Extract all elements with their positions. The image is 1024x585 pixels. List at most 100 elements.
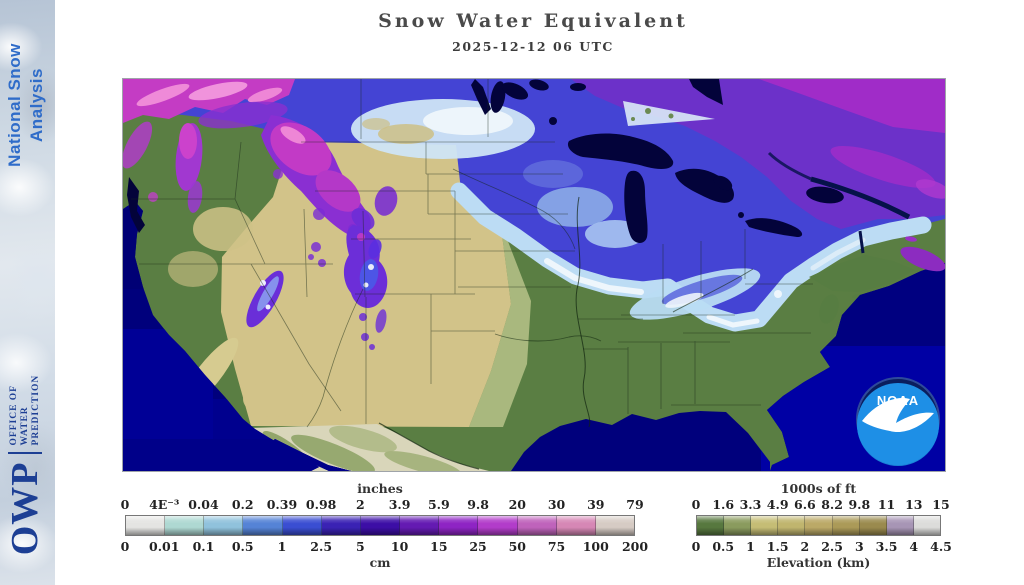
tick-label: 0	[691, 539, 701, 554]
valid-time: 2025-12-12 06 UTC	[452, 39, 614, 54]
tick-label: 0	[120, 539, 130, 554]
colorbar-segment	[478, 516, 518, 535]
colorbar-segment	[243, 516, 283, 535]
red-river	[494, 333, 602, 342]
tick-label: 30	[547, 497, 566, 512]
lake-erie	[745, 218, 803, 237]
colorbar-segment	[724, 516, 752, 535]
colorbar-segment	[751, 516, 779, 535]
sidebar-title-line1: National Snow	[5, 43, 24, 167]
tick-label: 4E⁻³	[149, 497, 180, 512]
owp-wordmark: OWP	[4, 461, 46, 556]
noaa-logo: NOAA	[856, 377, 940, 466]
tick-label: 3	[854, 539, 864, 554]
colorado-river	[306, 288, 364, 428]
sidebar-title: National Snow Analysis	[4, 5, 50, 205]
tick-label: 4.5	[930, 539, 952, 554]
elev-legend-unit-top: 1000s of ft	[780, 481, 857, 496]
nova-scotia	[900, 246, 945, 272]
tick-label: 5.9	[427, 497, 450, 512]
tick-label: 8.2	[821, 497, 843, 512]
elev-ticks-km: 0 0.5 1 1.5 2 2.5 3 3.5 4 4.5	[692, 539, 952, 555]
lake-michigan	[624, 170, 648, 243]
elev-colorbar	[696, 515, 941, 536]
owp-divider	[8, 452, 42, 455]
swe-colorbar	[125, 515, 635, 536]
tick-label: 50	[508, 539, 526, 554]
state-borders	[131, 79, 813, 424]
tick-label: 9.8	[848, 497, 871, 512]
tick-label: 2	[800, 539, 810, 554]
tick-label: 39	[587, 497, 605, 512]
tick-label: 4.9	[766, 497, 789, 512]
tick-label: 200	[621, 539, 649, 554]
colorbar-segment	[595, 516, 635, 535]
tick-label: 15	[932, 497, 950, 512]
tick-label: 0.39	[266, 497, 298, 512]
tick-label: 1	[746, 539, 755, 554]
pei	[905, 236, 917, 242]
tick-label: 0.1	[192, 539, 215, 554]
st-lawrence-river	[810, 176, 911, 220]
elev-legend-label: Elevation (km)	[766, 555, 871, 570]
colorbar-segment	[439, 516, 479, 535]
header: Snow Water Equivalent 2025-12-12 06 UTC	[122, 10, 944, 54]
noaa-logo-text: NOAA	[877, 393, 919, 408]
sidebar-snow-banner: National Snow Analysis OWP OFFICE OF WAT…	[0, 0, 55, 585]
tick-label: 0.5	[231, 539, 254, 554]
swe-ticks-cm: 0 0.01 0.1 0.5 1 2.5 5 10 15 25 50 75 100 200	[121, 539, 648, 555]
colorbar-segment	[697, 516, 725, 535]
swe-ticks-inches: 0 4E⁻³ 0.04 0.2 0.39 0.98 2 3.9 5.9 9.8 20 30 39 79	[121, 497, 644, 513]
tick-label: 0.04	[188, 497, 219, 512]
tick-label: 10	[390, 539, 409, 554]
colorbar-segment	[556, 516, 596, 535]
tick-label: 15	[430, 539, 448, 554]
tick-label: 9.8	[467, 497, 489, 512]
tick-label: 0.5	[712, 539, 735, 554]
owp-subtitle-line: WATER	[19, 406, 30, 446]
lake-superior	[567, 133, 674, 169]
mississippi-river	[575, 196, 591, 428]
james-bay	[689, 79, 723, 105]
ottawa-river	[767, 151, 812, 181]
lake-champlain	[858, 230, 865, 254]
missouri-river	[452, 168, 576, 250]
tick-label: 0.01	[148, 539, 180, 554]
tick-label: 1.6	[712, 497, 735, 512]
colorbar-segment	[360, 516, 401, 535]
tick-label: 1.5	[766, 539, 789, 554]
tick-label: 3.3	[739, 497, 762, 512]
sidebar-title-line2: Analysis	[27, 68, 46, 142]
tick-label: 4	[909, 539, 919, 554]
swe-legend: inches 0 4E⁻³ 0.04 0.2 0.39 0.98 2 3.9 5.9 9.8 20 3…	[121, 481, 648, 571]
tick-label: 0.2	[231, 497, 254, 512]
tick-label: 5	[356, 539, 365, 554]
colorbar-segment	[400, 516, 440, 535]
lakes-layer	[127, 79, 844, 243]
tick-label: 2	[356, 497, 365, 512]
noaa-seagull	[862, 397, 934, 433]
colorbar-segment	[282, 516, 322, 535]
tick-label: 0	[120, 497, 130, 512]
swe-legend-unit-bottom: cm	[369, 555, 391, 570]
tick-label: 0.98	[305, 497, 337, 512]
tick-label: 75	[547, 539, 566, 554]
colorbar-segment	[165, 516, 205, 535]
swe-map-canvas: NOAA	[123, 79, 945, 471]
elev-ticks-ft: 0 1.6 3.3 4.9 6.6 8.2 9.8 11 13 15	[692, 497, 950, 513]
colorbar-segment	[778, 516, 806, 535]
swe-map: NOAA	[122, 78, 946, 472]
tick-label: 13	[905, 497, 923, 512]
colorbar-segment	[517, 516, 557, 535]
colorbar-segment	[321, 516, 361, 535]
tick-label: 3.9	[388, 497, 411, 512]
colorbar-segment	[886, 516, 914, 535]
rivers	[306, 168, 754, 470]
owp-subtitle: OFFICE OF WATER PREDICTION	[9, 375, 42, 446]
tick-label: 100	[582, 539, 609, 554]
page-title: Snow Water Equivalent	[378, 10, 688, 32]
tick-label: 3.5	[875, 539, 898, 554]
colorbar-segment	[832, 516, 860, 535]
ohio-river	[672, 268, 754, 313]
